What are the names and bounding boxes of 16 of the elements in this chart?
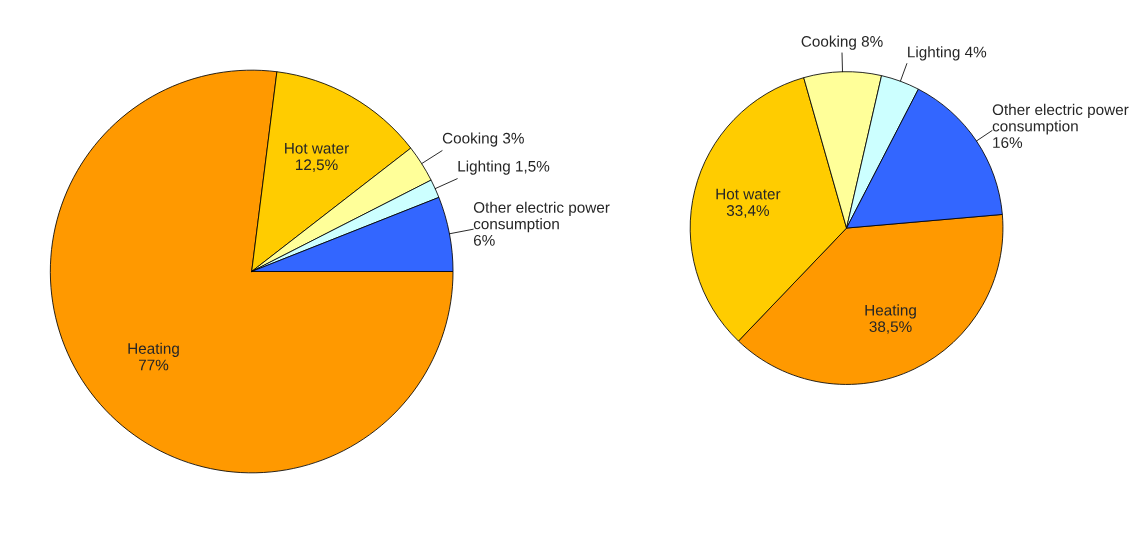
data-label: 6%	[473, 234, 495, 246]
slice-label: Other electric power consumption	[992, 103, 1129, 135]
data-label: 16%	[993, 137, 1023, 148]
slice-label: Lighting 1,5%	[458, 160, 550, 175]
data-label: 33,4%	[726, 205, 770, 218]
slice-label: Cooking 8%	[801, 35, 883, 50]
slice-label: Heating	[128, 342, 179, 357]
slice-label: Hot water	[285, 143, 349, 154]
slice-label: Heating	[865, 304, 916, 319]
slice-label: Cooking 3%	[442, 132, 524, 147]
data-label: 38,5%	[869, 321, 912, 334]
slice-label: Hot water	[716, 188, 781, 200]
slice-label: Lighting 4%	[908, 46, 987, 61]
slice-label: Other electric power consumption	[473, 201, 610, 233]
data-label: 12,5%	[296, 159, 338, 172]
data-label: 77%	[139, 359, 169, 371]
